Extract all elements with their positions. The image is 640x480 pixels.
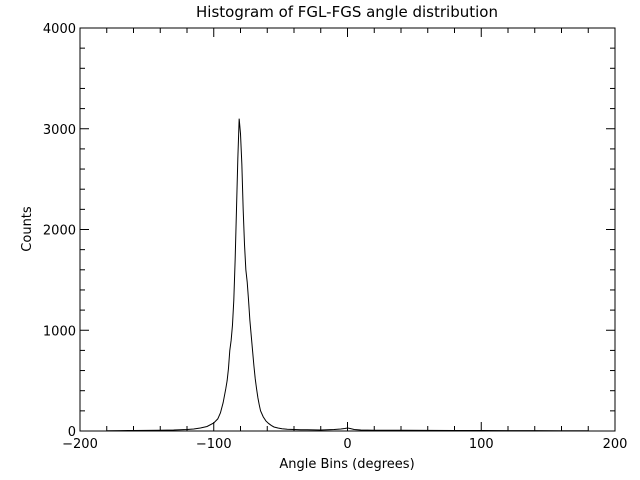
x-axis-label: Angle Bins (degrees): [279, 457, 414, 472]
y-tick-label: 3000: [43, 123, 76, 138]
plot-frame: [79, 27, 616, 432]
x-tick-label: 100: [469, 437, 494, 452]
y-tick-label: 2000: [43, 224, 76, 239]
x-tick-label: 0: [343, 437, 351, 452]
y-axis: 0 1000 2000 3000 4000: [43, 22, 615, 440]
y-axis-label: Counts: [20, 206, 35, 252]
x-tick-label: −100: [196, 437, 232, 452]
x-axis: −200 −100 0 100 200: [62, 28, 627, 452]
chart-title: Histogram of FGL-FGS angle distribution: [196, 3, 498, 21]
x-tick-label: −200: [62, 437, 98, 452]
y-tick-label: 0: [68, 425, 76, 440]
y-tick-label: 1000: [43, 324, 76, 339]
y-tick-label: 4000: [43, 22, 76, 37]
x-tick-label: 200: [603, 437, 628, 452]
series-line: [106, 118, 589, 432]
